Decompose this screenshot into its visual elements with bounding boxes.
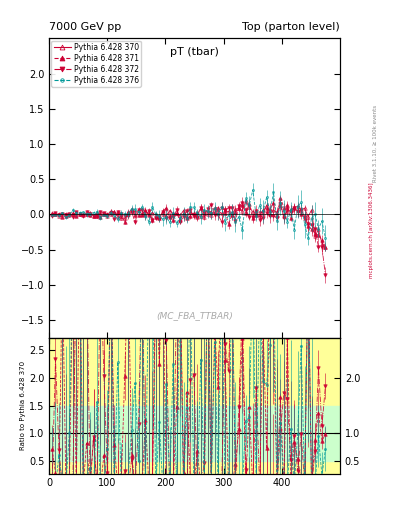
Text: pT (tbar): pT (tbar) — [170, 48, 219, 57]
Text: Top (parton level): Top (parton level) — [242, 22, 340, 32]
Text: Rivet 3.1.10, ≥ 100k events: Rivet 3.1.10, ≥ 100k events — [373, 105, 378, 182]
Text: 7000 GeV pp: 7000 GeV pp — [49, 22, 121, 32]
Bar — [49, 406, 340, 461]
Y-axis label: Ratio to Pythia 6.428 370: Ratio to Pythia 6.428 370 — [20, 361, 26, 450]
Legend: Pythia 6.428 370, Pythia 6.428 371, Pythia 6.428 372, Pythia 6.428 376: Pythia 6.428 370, Pythia 6.428 371, Pyth… — [51, 40, 141, 87]
Text: mcplots.cern.ch [arXiv:1306.3436]: mcplots.cern.ch [arXiv:1306.3436] — [369, 183, 374, 278]
Text: (MC_FBA_TTBAR): (MC_FBA_TTBAR) — [156, 311, 233, 319]
